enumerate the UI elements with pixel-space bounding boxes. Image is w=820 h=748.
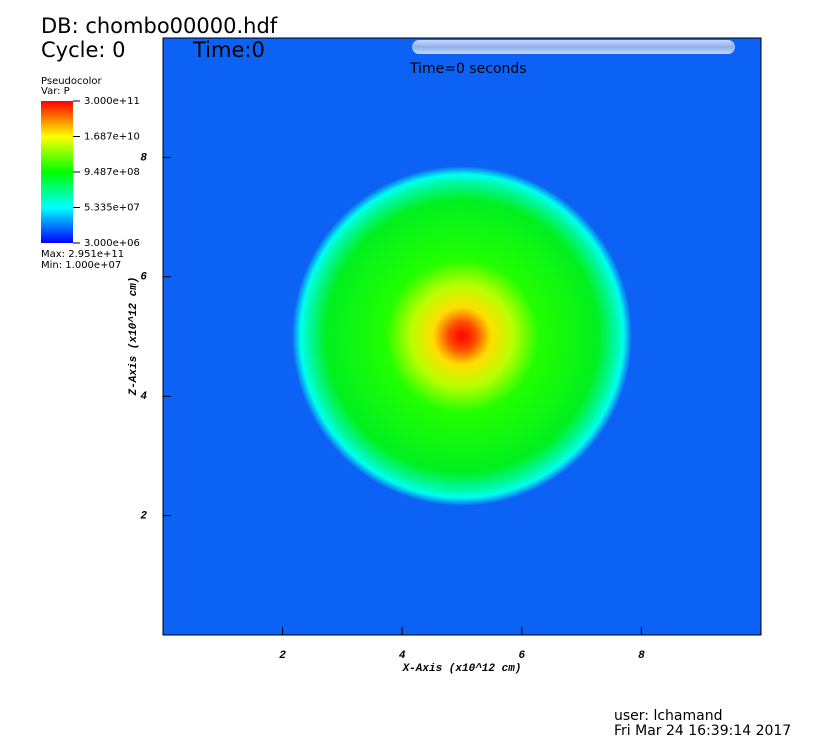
color-bar-label: 9.487e+08 xyxy=(84,167,140,178)
time: Time:0 xyxy=(192,38,265,62)
pseudocolor-field xyxy=(163,38,761,635)
color-bar-label: 3.000e+11 xyxy=(84,96,140,107)
time-slider xyxy=(412,40,735,54)
legend-variable: Var: P xyxy=(41,86,70,97)
color-bar-label: 5.335e+07 xyxy=(84,203,140,214)
y-axis-label: Z-Axis (x10^12 cm) xyxy=(128,277,140,397)
legend-min: Min: 1.000e+07 xyxy=(41,260,121,271)
color-bar-label: 1.687e+10 xyxy=(84,132,140,143)
color-bar-label: 3.000e+06 xyxy=(84,238,140,249)
user: user: lchamand xyxy=(614,708,722,724)
x-axis-label: X-Axis (x10^12 cm) xyxy=(402,663,522,675)
y-tick-label: 8 xyxy=(140,152,147,164)
x-tick-label: 2 xyxy=(279,650,286,662)
x-tick-label: 6 xyxy=(518,650,525,662)
plot-frame xyxy=(162,37,762,636)
x-tick-label: 8 xyxy=(638,650,645,662)
cycle: Cycle: 0 xyxy=(41,38,126,62)
legend-title: Pseudocolor xyxy=(41,76,103,87)
y-tick-label: 6 xyxy=(140,272,147,284)
y-tick-label: 4 xyxy=(140,391,147,403)
date: Fri Mar 24 16:39:14 2017 xyxy=(614,723,791,739)
x-tick-label: 4 xyxy=(399,650,406,662)
y-tick-label: 2 xyxy=(140,511,147,523)
color-bar xyxy=(41,101,73,243)
legend-max: Max: 2.951e+11 xyxy=(41,249,124,260)
db-title: DB: chombo00000.hdf xyxy=(41,14,278,38)
time-slider-label: Time=0 seconds xyxy=(409,61,527,77)
